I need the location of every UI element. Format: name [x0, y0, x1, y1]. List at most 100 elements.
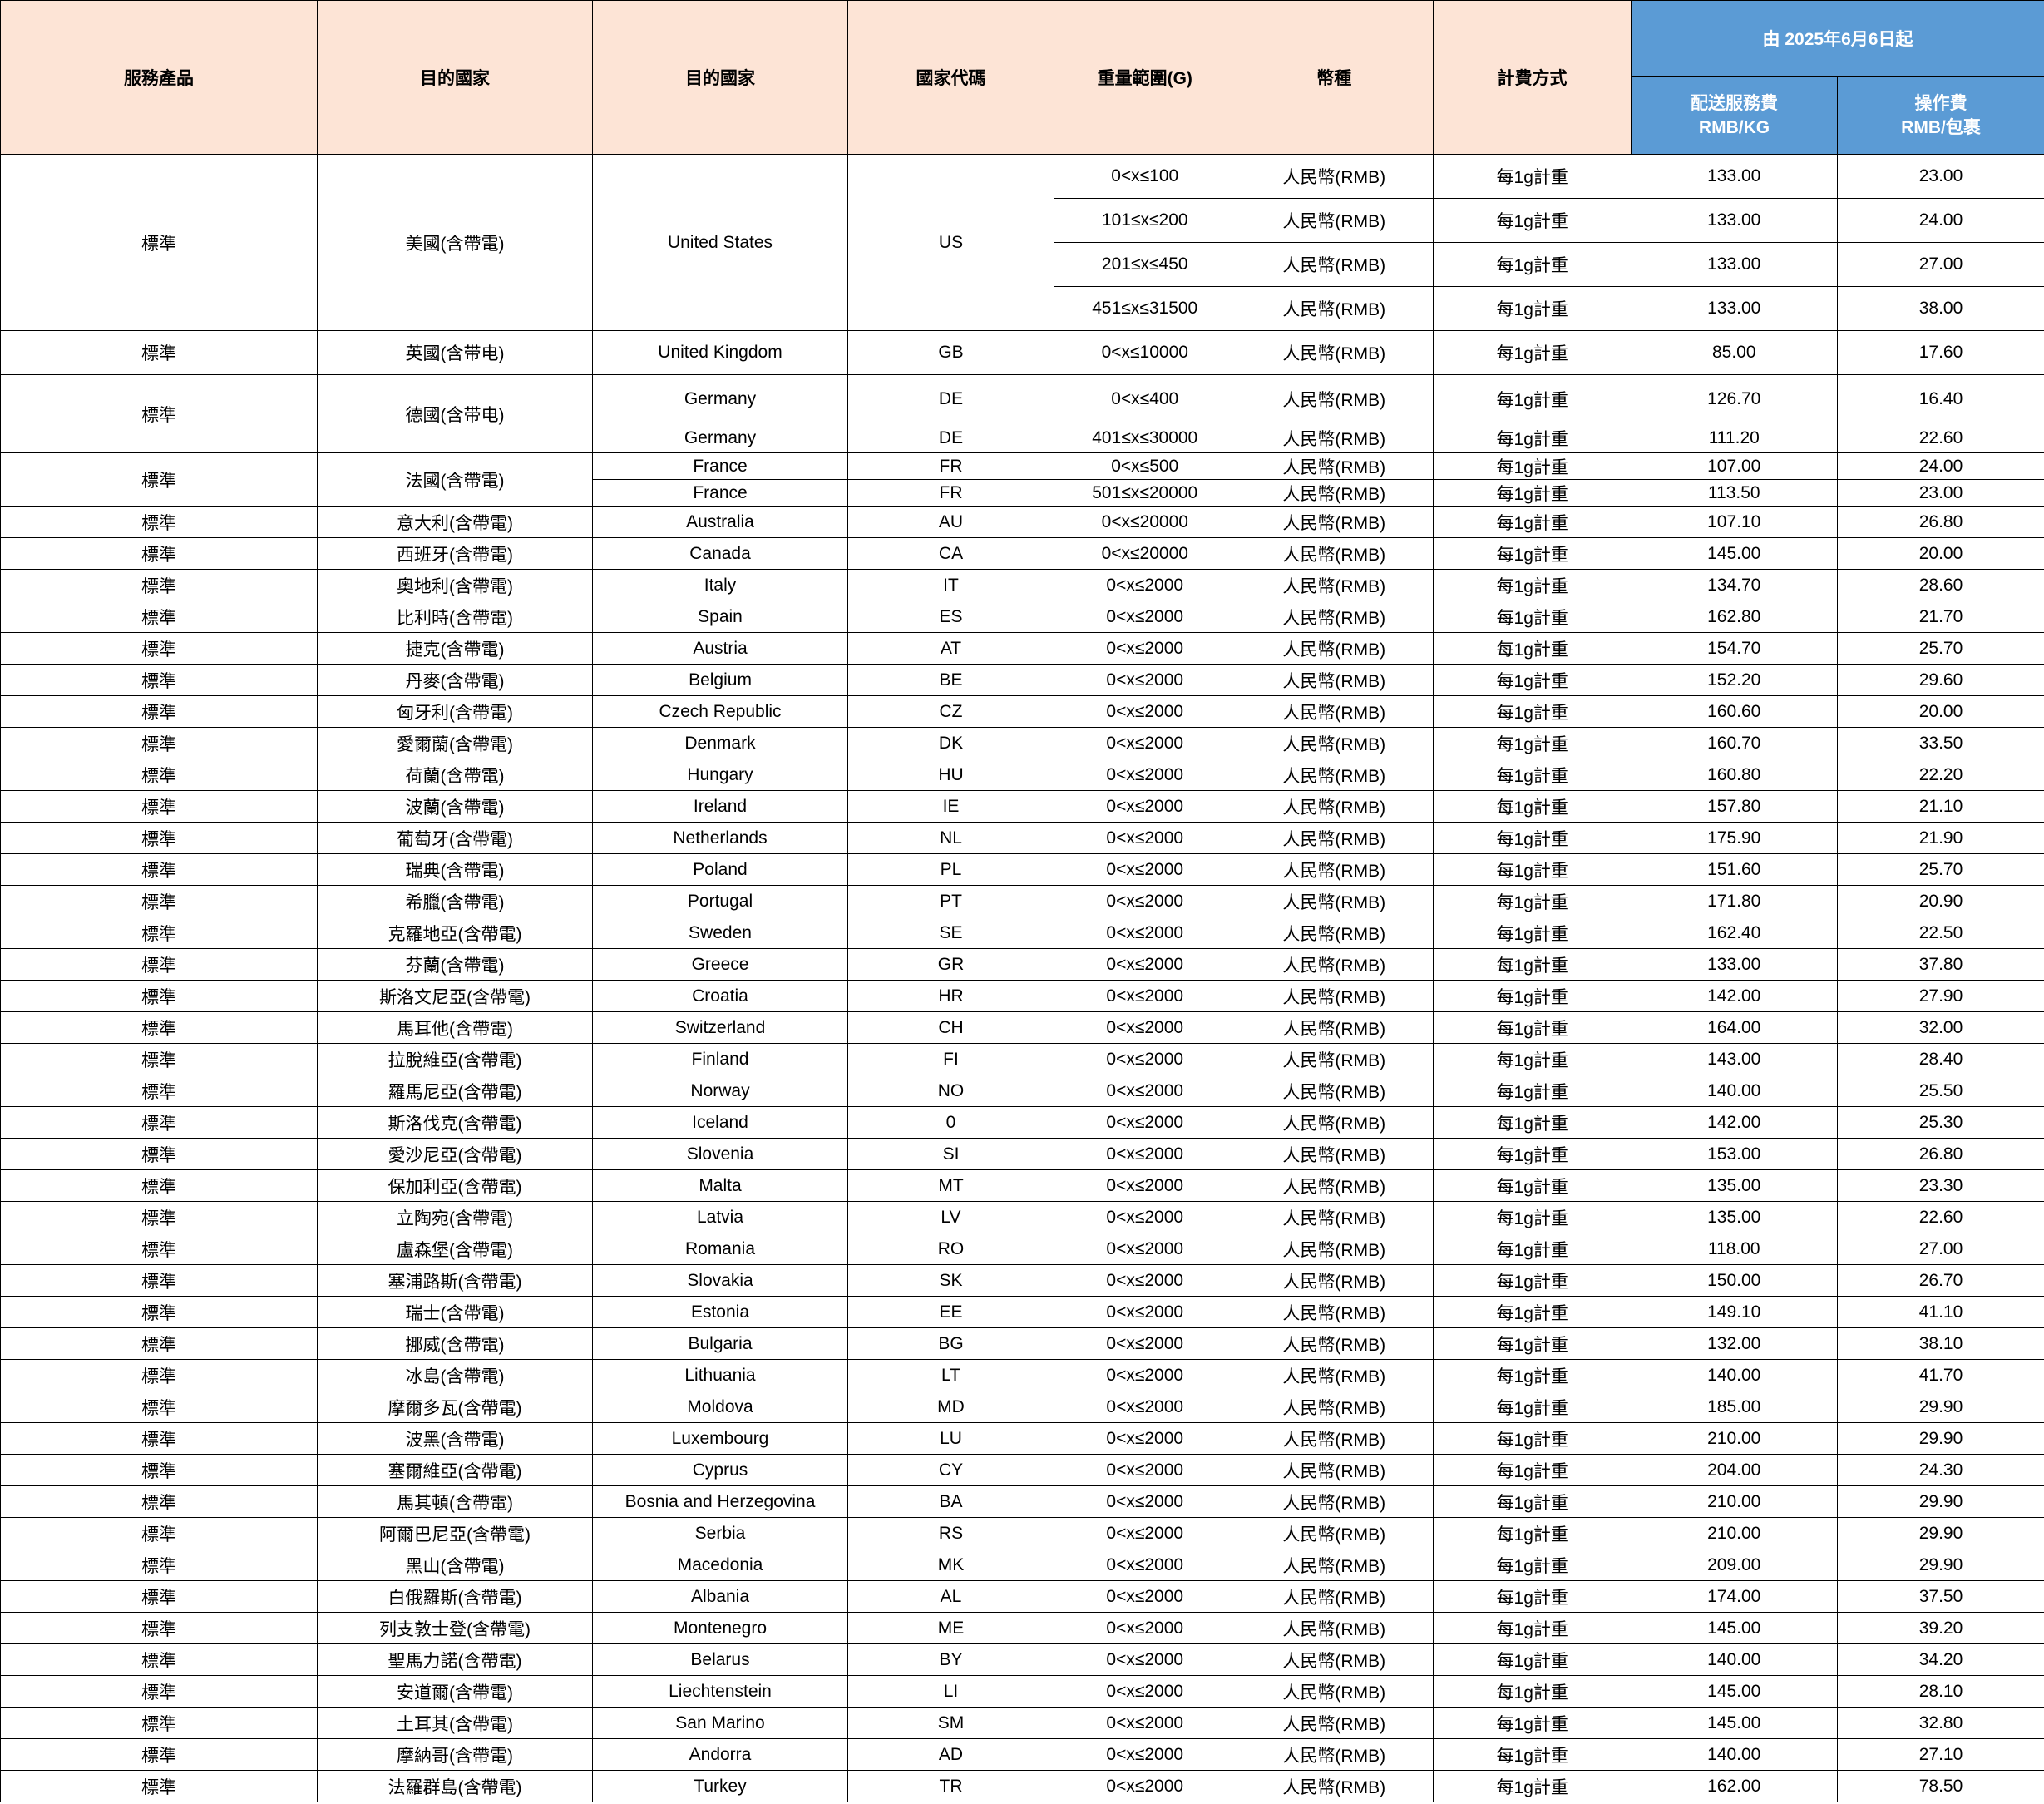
- weight-range-cell: 0<x≤2000: [1054, 980, 1236, 1012]
- destination-en-cell: Liechtenstein: [592, 1675, 848, 1708]
- service-product-cell: 標準: [0, 1422, 318, 1455]
- delivery-fee-cell: 140.00: [1631, 1738, 1838, 1771]
- delivery-fee-cell: 85.00: [1631, 330, 1838, 375]
- table-row: 標準 德國(含带电) Germany DE 0<x≤400 人民幣(RMB) 每1g計重 12…: [0, 374, 2044, 453]
- billing-method-cell: 每1g計重: [1433, 822, 1632, 854]
- destination-cn-cell: 白俄羅斯(含帶電): [317, 1580, 593, 1613]
- service-product-cell: 標準: [0, 601, 318, 633]
- table-row: 201≤x≤450 人民幣(RMB) 每1g計重 133.00 27.00: [1, 242, 2044, 287]
- destination-cn-cell: 奧地利(含帶電): [317, 569, 593, 601]
- country-code-cell: EE: [847, 1296, 1054, 1328]
- table-row: 標準 奧地利(含帶電) Italy IT 0<x≤2000 人民幣(RMB) 每1g計重 13…: [0, 569, 2044, 601]
- header-billing-method: 計費方式: [1433, 0, 1632, 155]
- destination-cn-cell: 波黑(含帶電): [317, 1422, 593, 1455]
- table-row: 標準 希臘(含帶電) Portugal PT 0<x≤2000 人民幣(RMB) 每1g計重…: [0, 885, 2044, 917]
- handling-fee-cell: 25.50: [1836, 1075, 2044, 1107]
- table-row: 標準 馬其頓(含帶電) Bosnia and Herzegovina BA 0<x≤20…: [0, 1485, 2044, 1518]
- destination-en-cell: United States: [592, 154, 848, 331]
- service-product-cell: 標準: [0, 1106, 318, 1139]
- billing-method-cell: 每1g計重: [1433, 1580, 1632, 1613]
- destination-en-cell: Andorra: [592, 1738, 848, 1771]
- destination-en-cell: Australia: [592, 506, 848, 538]
- currency-cell: 人民幣(RMB): [1235, 154, 1434, 199]
- currency-cell: 人民幣(RMB): [1235, 1643, 1434, 1676]
- destination-en-cell: Italy: [592, 569, 848, 601]
- country-code-cell: 0: [847, 1106, 1054, 1139]
- service-product-cell: 標準: [0, 1454, 318, 1486]
- handling-fee-cell: 23.00: [1836, 479, 2044, 507]
- handling-fee-cell: 22.60: [1836, 1201, 2044, 1233]
- destination-en-cell: Iceland: [592, 1106, 848, 1139]
- weight-range-cell: 0<x≤400: [1054, 374, 1236, 423]
- service-product-cell: 標準: [0, 1011, 318, 1044]
- country-code-cell: BY: [847, 1643, 1054, 1676]
- weight-range-cell: 0<x≤20000: [1054, 537, 1236, 570]
- handling-fee-cell: 29.90: [1836, 1391, 2044, 1423]
- currency-cell: 人民幣(RMB): [1235, 569, 1434, 601]
- table-row: 標準 西班牙(含帶電) Canada CA 0<x≤20000 人民幣(RMB) 每1g計重…: [0, 537, 2044, 570]
- destination-cn-cell: 瑞士(含帶電): [317, 1296, 593, 1328]
- destination-cn-cell: 羅馬尼亞(含帶電): [317, 1075, 593, 1107]
- destination-en-cell: Austria: [592, 632, 848, 665]
- weight-range-cell: 0<x≤2000: [1054, 1454, 1236, 1486]
- destination-en-cell: Albania: [592, 1580, 848, 1613]
- table-row: 標準 丹麥(含帶電) Belgium BE 0<x≤2000 人民幣(RMB) 每1g計重 1…: [0, 664, 2044, 696]
- billing-method-cell: 每1g計重: [1433, 286, 1632, 331]
- delivery-fee-cell: 133.00: [1631, 242, 1838, 287]
- handling-fee-cell: 34.20: [1836, 1643, 2044, 1676]
- billing-method-cell: 每1g計重: [1433, 1075, 1632, 1107]
- table-row: 101≤x≤200 人民幣(RMB) 每1g計重 133.00 24.00: [1, 198, 2044, 243]
- country-code-cell: HR: [847, 980, 1054, 1012]
- service-product-cell: 標準: [0, 1075, 318, 1107]
- header-delivery-fee: 配送服務費 RMB/KG: [1631, 76, 1838, 155]
- destination-cn-cell: 保加利亞(含帶電): [317, 1169, 593, 1202]
- table-row: 標準 法國(含帶電) France FR 0<x≤500 人民幣(RMB) 每1g計重 107…: [0, 452, 2044, 507]
- delivery-fee-cell: 145.00: [1631, 1612, 1838, 1644]
- country-code-cell: ME: [847, 1612, 1054, 1644]
- weight-range-cell: 0<x≤2000: [1054, 1043, 1236, 1075]
- weight-range-cell: 0<x≤2000: [1054, 853, 1236, 886]
- country-code-cell: CH: [847, 1011, 1054, 1044]
- currency-cell: 人民幣(RMB): [1235, 917, 1434, 949]
- destination-cn-cell: 塞爾維亞(含帶電): [317, 1454, 593, 1486]
- destination-en-cell: Luxembourg: [592, 1422, 848, 1455]
- service-product-cell: 標準: [0, 1201, 318, 1233]
- billing-method-cell: 每1g計重: [1433, 1106, 1632, 1139]
- weight-range-cell: 401≤x≤30000: [1054, 423, 1236, 453]
- delivery-fee-cell: 154.70: [1631, 632, 1838, 665]
- currency-cell: 人民幣(RMB): [1235, 1138, 1434, 1170]
- delivery-fee-cell: 133.00: [1631, 198, 1838, 243]
- table-row: 標準 斯洛伐克(含帶電) Iceland 0 0<x≤2000 人民幣(RMB) 每1g計重…: [0, 1106, 2044, 1139]
- weight-range-cell: 0<x≤2000: [1054, 727, 1236, 759]
- billing-method-cell: 每1g計重: [1433, 537, 1632, 570]
- delivery-fee-cell: 107.10: [1631, 506, 1838, 538]
- destination-cn-cell: 德國(含带电): [317, 374, 593, 453]
- handling-fee-cell: 27.00: [1836, 1233, 2044, 1265]
- destination-en-cell: Switzerland: [592, 1011, 848, 1044]
- destination-en-cell: Belarus: [592, 1643, 848, 1676]
- delivery-fee-cell: 133.00: [1631, 154, 1838, 199]
- destination-en-cell: Slovenia: [592, 1138, 848, 1170]
- handling-fee-cell: 32.00: [1836, 1011, 2044, 1044]
- currency-cell: 人民幣(RMB): [1235, 1106, 1434, 1139]
- delivery-fee-cell: 162.40: [1631, 917, 1838, 949]
- currency-cell: 人民幣(RMB): [1235, 1359, 1434, 1391]
- currency-cell: 人民幣(RMB): [1235, 822, 1434, 854]
- table-row: 標準 土耳其(含帶電) San Marino SM 0<x≤2000 人民幣(RMB) 每1…: [0, 1707, 2044, 1739]
- delivery-fee-cell: 140.00: [1631, 1075, 1838, 1107]
- billing-method-cell: 每1g計重: [1433, 885, 1632, 917]
- weight-range-cell: 0<x≤2000: [1054, 1233, 1236, 1265]
- delivery-fee-cell: 113.50: [1631, 479, 1838, 507]
- handling-fee-cell: 20.00: [1836, 695, 2044, 728]
- currency-cell: 人民幣(RMB): [1235, 1707, 1434, 1739]
- billing-method-cell: 每1g計重: [1433, 330, 1632, 375]
- weight-range-cell: 0<x≤2000: [1054, 1738, 1236, 1771]
- destination-en-cell: Denmark: [592, 727, 848, 759]
- service-product-cell: 標準: [0, 154, 318, 331]
- delivery-fee-cell: 210.00: [1631, 1485, 1838, 1518]
- weight-range-cell: 0<x≤2000: [1054, 1612, 1236, 1644]
- delivery-fee-cell: 135.00: [1631, 1169, 1838, 1202]
- service-product-cell: 標準: [0, 1391, 318, 1423]
- destination-en-cell: United Kingdom: [592, 330, 848, 375]
- handling-fee-cell: 78.50: [1836, 1770, 2044, 1802]
